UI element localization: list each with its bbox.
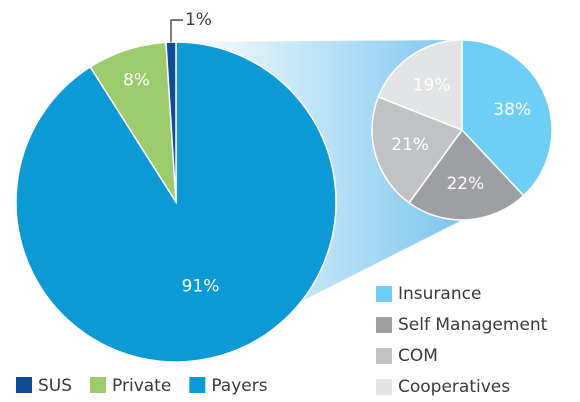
legend-swatch — [189, 377, 206, 393]
slice — [371, 95, 464, 204]
legend-swatch — [376, 317, 392, 333]
data-label: 22% — [446, 174, 484, 194]
slice — [408, 128, 525, 221]
legend-label: Cooperatives — [398, 377, 510, 397]
slice — [461, 39, 553, 197]
data-label: 91% — [182, 277, 220, 297]
legend-swatch — [376, 348, 392, 364]
leader-line — [170, 19, 183, 43]
legend-swatch — [90, 377, 107, 393]
legend-swatch — [376, 379, 392, 395]
data-label: 19% — [413, 75, 451, 95]
data-label: 1% — [185, 10, 212, 30]
legend-swatch — [376, 286, 392, 302]
data-label: 21% — [391, 135, 429, 155]
legend-label: Insurance — [398, 284, 481, 304]
data-label: 8% — [123, 70, 150, 90]
marks: 91% 8% 1% 38% 22% 21% 19% SUS Private Payers Insur… — [15, 10, 553, 397]
slice — [377, 39, 463, 132]
legend-label: COM — [398, 346, 438, 366]
legend-label: Self Management — [398, 315, 548, 335]
legend-label: Payers — [211, 376, 267, 396]
legend-label: Private — [112, 376, 171, 396]
legend-swatch — [16, 377, 32, 393]
legend-label: SUS — [38, 376, 72, 396]
data-label: 38% — [493, 100, 531, 120]
